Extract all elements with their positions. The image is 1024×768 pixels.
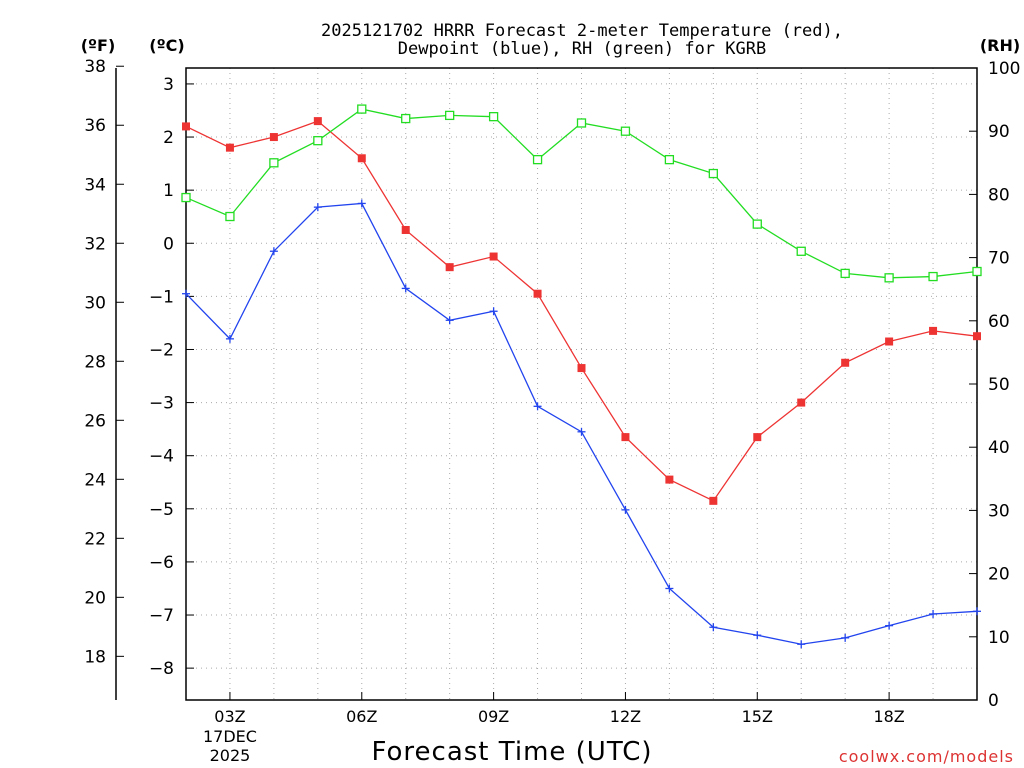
x-tick-label: 15Z [742,707,773,726]
rh-marker [401,113,411,124]
temperature-marker [621,433,630,442]
rh-marker [708,168,718,179]
temperature-marker [665,475,674,484]
rh-marker [532,154,543,165]
celsius-tick-label: 3 [163,75,174,95]
rh-marker [181,192,191,203]
chart-title-line2: Dewpoint (blue), RH (green) for KGRB [398,39,766,59]
fahrenheit-tick-label: 18 [84,647,106,667]
axes: 3210−1−2−3−4−5−6−7−838363432302826242220… [84,57,1020,765]
x-tick-label: 18Z [873,707,904,726]
rh-marker [488,112,499,122]
x-tick-year-label: 2025 [210,746,251,765]
x-tick-label: 03Z [214,707,245,726]
rh-tick-label: 100 [988,59,1020,79]
temperature-marker [269,133,278,142]
celsius-tick-label: 0 [163,234,174,254]
fahrenheit-tick-label: 24 [84,470,106,490]
rh-tick-label: 70 [988,249,1010,269]
temperature-marker [973,332,981,341]
rh-marker [445,110,455,121]
rh-tick-label: 40 [988,438,1010,458]
temperature-marker [709,496,718,505]
celsius-tick-label: 1 [163,181,174,201]
rh-marker [796,246,806,256]
rh-tick-label: 90 [988,122,1010,142]
temperature-marker [577,364,586,373]
temperature-marker [182,122,190,131]
rh-marker [357,104,367,114]
fahrenheit-tick-label: 20 [84,588,106,608]
temperature-marker [533,289,542,298]
watermark: coolwx.com/models [839,747,1014,766]
rh-marker [752,219,762,229]
celsius-tick-label: 2 [163,128,174,148]
celsius-tick-label: −2 [149,340,174,360]
temperature-marker [797,398,806,407]
temperature-marker [313,117,322,126]
rh-marker [225,211,235,222]
celsius-tick-label: −4 [149,447,174,467]
rh-tick-label: 50 [988,375,1010,395]
fahrenheit-tick-label: 26 [84,411,106,431]
celsius-tick-label: −3 [149,394,174,414]
temperature-marker [489,252,498,261]
x-tick-label: 12Z [610,707,641,726]
rh-marker [840,268,850,279]
rh-tick-label: 30 [988,501,1010,521]
celsius-tick-label: −6 [149,553,174,573]
grid [186,68,977,700]
temperature-marker [225,143,234,152]
rh-marker [313,136,323,146]
fahrenheit-axis-label: (ºF) [81,36,116,55]
temperature-marker [401,225,410,234]
celsius-tick-label: −1 [149,287,174,307]
series [181,104,982,649]
rh-marker [620,126,631,136]
rh-marker [972,266,982,277]
x-tick-label: 09Z [478,707,509,726]
celsius-axis-label: (ºC) [149,36,184,55]
temperature-marker [929,326,938,335]
rh-marker [884,273,894,283]
series-2-meter-temperature [182,117,981,505]
fahrenheit-tick-label: 30 [84,293,106,313]
temperature-marker [753,433,762,442]
rh-tick-label: 60 [988,312,1010,332]
temperature-marker [357,154,366,163]
rh-marker [269,158,279,168]
fahrenheit-tick-label: 36 [84,116,106,136]
fahrenheit-tick-label: 28 [84,352,106,372]
fahrenheit-tick-label: 32 [84,234,106,254]
x-tick-date-label: 17DEC [203,727,257,746]
fahrenheit-tick-label: 38 [84,57,106,77]
rh-tick-label: 80 [988,185,1010,205]
temperature-marker [885,337,894,346]
series-dewpoint [182,199,981,649]
series-rh [181,104,982,283]
x-axis-title: Forecast Time (UTC) [371,737,652,767]
rh-tick-label: 20 [988,565,1010,585]
chart-title-line1: 2025121702 HRRR Forecast 2-meter Tempera… [321,21,843,41]
celsius-tick-label: −5 [149,500,174,520]
fahrenheit-tick-label: 34 [84,175,106,195]
rh-marker [576,118,587,128]
rh-marker [928,271,938,282]
celsius-tick-label: −7 [149,606,174,626]
rh-axis-label: (RH) [980,36,1020,55]
rh-tick-label: 10 [988,628,1010,648]
x-tick-label: 06Z [346,707,377,726]
temperature-marker [841,358,850,367]
temperature-marker [445,263,454,272]
rh-tick-label: 0 [988,691,999,711]
rh-marker [664,154,675,165]
celsius-tick-label: −8 [149,659,174,679]
fahrenheit-tick-label: 22 [84,529,106,549]
